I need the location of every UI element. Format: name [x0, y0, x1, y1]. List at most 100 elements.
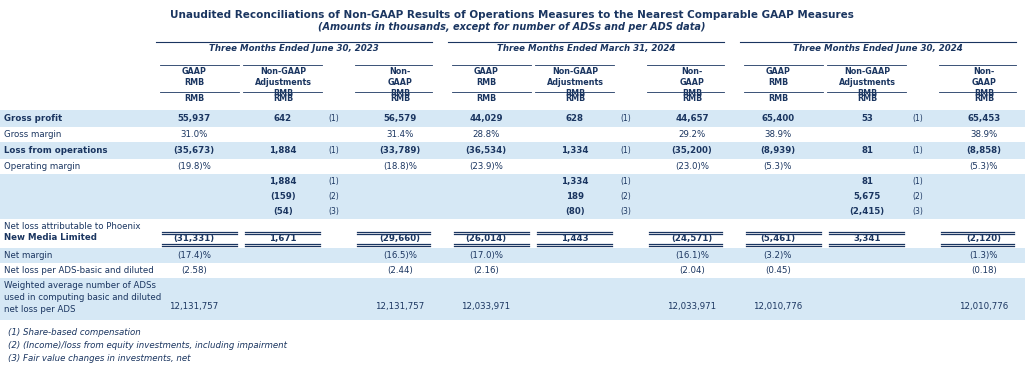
Text: Three Months Ended June 30, 2023: Three Months Ended June 30, 2023: [209, 44, 379, 53]
Text: (16.5)%: (16.5)%: [383, 251, 417, 260]
Bar: [0, 248, 1025, 263]
Text: (2.04): (2.04): [680, 266, 705, 275]
Text: (31,331): (31,331): [173, 234, 214, 243]
Text: Gross margin: Gross margin: [4, 130, 61, 139]
Text: 642: 642: [274, 114, 292, 123]
Text: 65,453: 65,453: [968, 114, 1000, 123]
Text: Three Months Ended March 31, 2024: Three Months Ended March 31, 2024: [497, 44, 675, 53]
Bar: [0, 278, 1025, 320]
Text: 1,671: 1,671: [270, 234, 297, 243]
Text: (2): (2): [328, 192, 338, 201]
Text: (54): (54): [273, 207, 293, 216]
Text: (1): (1): [328, 114, 338, 123]
Text: Non-
GAAP
RMB: Non- GAAP RMB: [680, 67, 704, 98]
Text: Operating margin: Operating margin: [4, 162, 80, 171]
Text: (24,571): (24,571): [671, 234, 712, 243]
Text: (5,461): (5,461): [761, 234, 795, 243]
Text: (19.8)%: (19.8)%: [177, 162, 211, 171]
Text: (1) Share-based compensation: (1) Share-based compensation: [8, 328, 140, 337]
Text: (2.44): (2.44): [387, 266, 413, 275]
Text: (29,660): (29,660): [379, 234, 420, 243]
Text: RMB: RMB: [390, 94, 410, 103]
Text: (Amounts in thousands, except for number of ADSs and per ADS data): (Amounts in thousands, except for number…: [318, 22, 706, 32]
Text: Gross profit: Gross profit: [4, 114, 63, 123]
Text: 12,033,971: 12,033,971: [667, 302, 716, 311]
Text: Weighted average number of ADSs: Weighted average number of ADSs: [4, 281, 156, 290]
Text: 44,029: 44,029: [469, 114, 502, 123]
Text: RMB: RMB: [183, 94, 204, 103]
Text: (2,120): (2,120): [967, 234, 1001, 243]
Text: (36,534): (36,534): [465, 146, 506, 155]
Text: New Media Limited: New Media Limited: [4, 233, 97, 242]
Text: (2): (2): [912, 192, 922, 201]
Text: Non-
GAAP
RMB: Non- GAAP RMB: [387, 67, 412, 98]
Text: (5.3)%: (5.3)%: [970, 162, 998, 171]
Text: (26,014): (26,014): [465, 234, 506, 243]
Text: (1): (1): [328, 146, 338, 155]
Text: 1,334: 1,334: [562, 177, 588, 186]
Text: Net margin: Net margin: [4, 251, 52, 260]
Text: RMB: RMB: [476, 94, 496, 103]
Text: 38.9%: 38.9%: [971, 130, 997, 139]
Text: 12,033,971: 12,033,971: [461, 302, 510, 311]
Text: (1.3)%: (1.3)%: [970, 251, 998, 260]
Text: (3) Fair value changes in investments, net: (3) Fair value changes in investments, n…: [8, 354, 191, 363]
Text: 56,579: 56,579: [383, 114, 416, 123]
Text: 1,884: 1,884: [270, 177, 297, 186]
Text: (159): (159): [271, 192, 296, 201]
Text: 3,341: 3,341: [853, 234, 880, 243]
Text: RMB: RMB: [857, 94, 877, 103]
Text: 5,675: 5,675: [854, 192, 880, 201]
Text: (8,858): (8,858): [967, 146, 1001, 155]
Text: (2.16): (2.16): [474, 266, 499, 275]
Text: GAAP
RMB: GAAP RMB: [474, 67, 498, 87]
Text: (8,939): (8,939): [761, 146, 795, 155]
Text: (1): (1): [912, 177, 922, 186]
Text: (3.2)%: (3.2)%: [764, 251, 792, 260]
Text: (0.18): (0.18): [971, 266, 997, 275]
Text: 12,131,757: 12,131,757: [169, 302, 218, 311]
Text: GAAP
RMB: GAAP RMB: [766, 67, 790, 87]
Text: (80): (80): [565, 207, 585, 216]
Text: (23.0)%: (23.0)%: [675, 162, 709, 171]
Text: (1): (1): [328, 177, 338, 186]
Text: Unaudited Reconciliations of Non-GAAP Results of Operations Measures to the Near: Unaudited Reconciliations of Non-GAAP Re…: [170, 10, 854, 20]
Text: 1,443: 1,443: [562, 234, 588, 243]
Text: (1): (1): [912, 146, 922, 155]
Text: (1): (1): [912, 114, 922, 123]
Text: Non-
GAAP
RMB: Non- GAAP RMB: [972, 67, 996, 98]
Text: (3): (3): [912, 207, 922, 216]
Text: 31.4%: 31.4%: [386, 130, 414, 139]
Bar: [0, 204, 1025, 219]
Text: (33,789): (33,789): [379, 146, 420, 155]
Text: (23.9)%: (23.9)%: [469, 162, 503, 171]
Text: 31.0%: 31.0%: [180, 130, 208, 139]
Text: (0.45): (0.45): [765, 266, 791, 275]
Text: (18.8)%: (18.8)%: [383, 162, 417, 171]
Text: 29.2%: 29.2%: [679, 130, 705, 139]
Text: 189: 189: [566, 192, 584, 201]
Text: (1): (1): [620, 114, 630, 123]
Text: (35,200): (35,200): [671, 146, 712, 155]
Text: (17.0)%: (17.0)%: [469, 251, 503, 260]
Text: used in computing basic and diluted: used in computing basic and diluted: [4, 293, 161, 302]
Text: Non-GAAP
Adjustments
RMB: Non-GAAP Adjustments RMB: [546, 67, 604, 98]
Text: 44,657: 44,657: [675, 114, 709, 123]
Text: Non-GAAP
Adjustments
RMB: Non-GAAP Adjustments RMB: [838, 67, 896, 98]
Text: Three Months Ended June 30, 2024: Three Months Ended June 30, 2024: [793, 44, 962, 53]
Text: (5.3)%: (5.3)%: [764, 162, 792, 171]
Text: RMB: RMB: [273, 94, 293, 103]
Text: 81: 81: [861, 146, 873, 155]
Text: RMB: RMB: [768, 94, 788, 103]
Text: (3): (3): [620, 207, 630, 216]
Text: 28.8%: 28.8%: [473, 130, 500, 139]
Text: (35,673): (35,673): [173, 146, 214, 155]
Text: 81: 81: [861, 177, 873, 186]
Text: 65,400: 65,400: [762, 114, 794, 123]
Text: 38.9%: 38.9%: [765, 130, 791, 139]
Bar: [0, 110, 1025, 127]
Text: 53: 53: [861, 114, 873, 123]
Bar: [0, 189, 1025, 204]
Text: (1): (1): [620, 146, 630, 155]
Text: net loss per ADS: net loss per ADS: [4, 305, 76, 314]
